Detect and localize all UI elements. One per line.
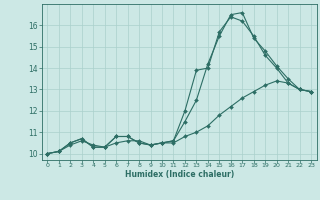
X-axis label: Humidex (Indice chaleur): Humidex (Indice chaleur) — [124, 170, 234, 179]
